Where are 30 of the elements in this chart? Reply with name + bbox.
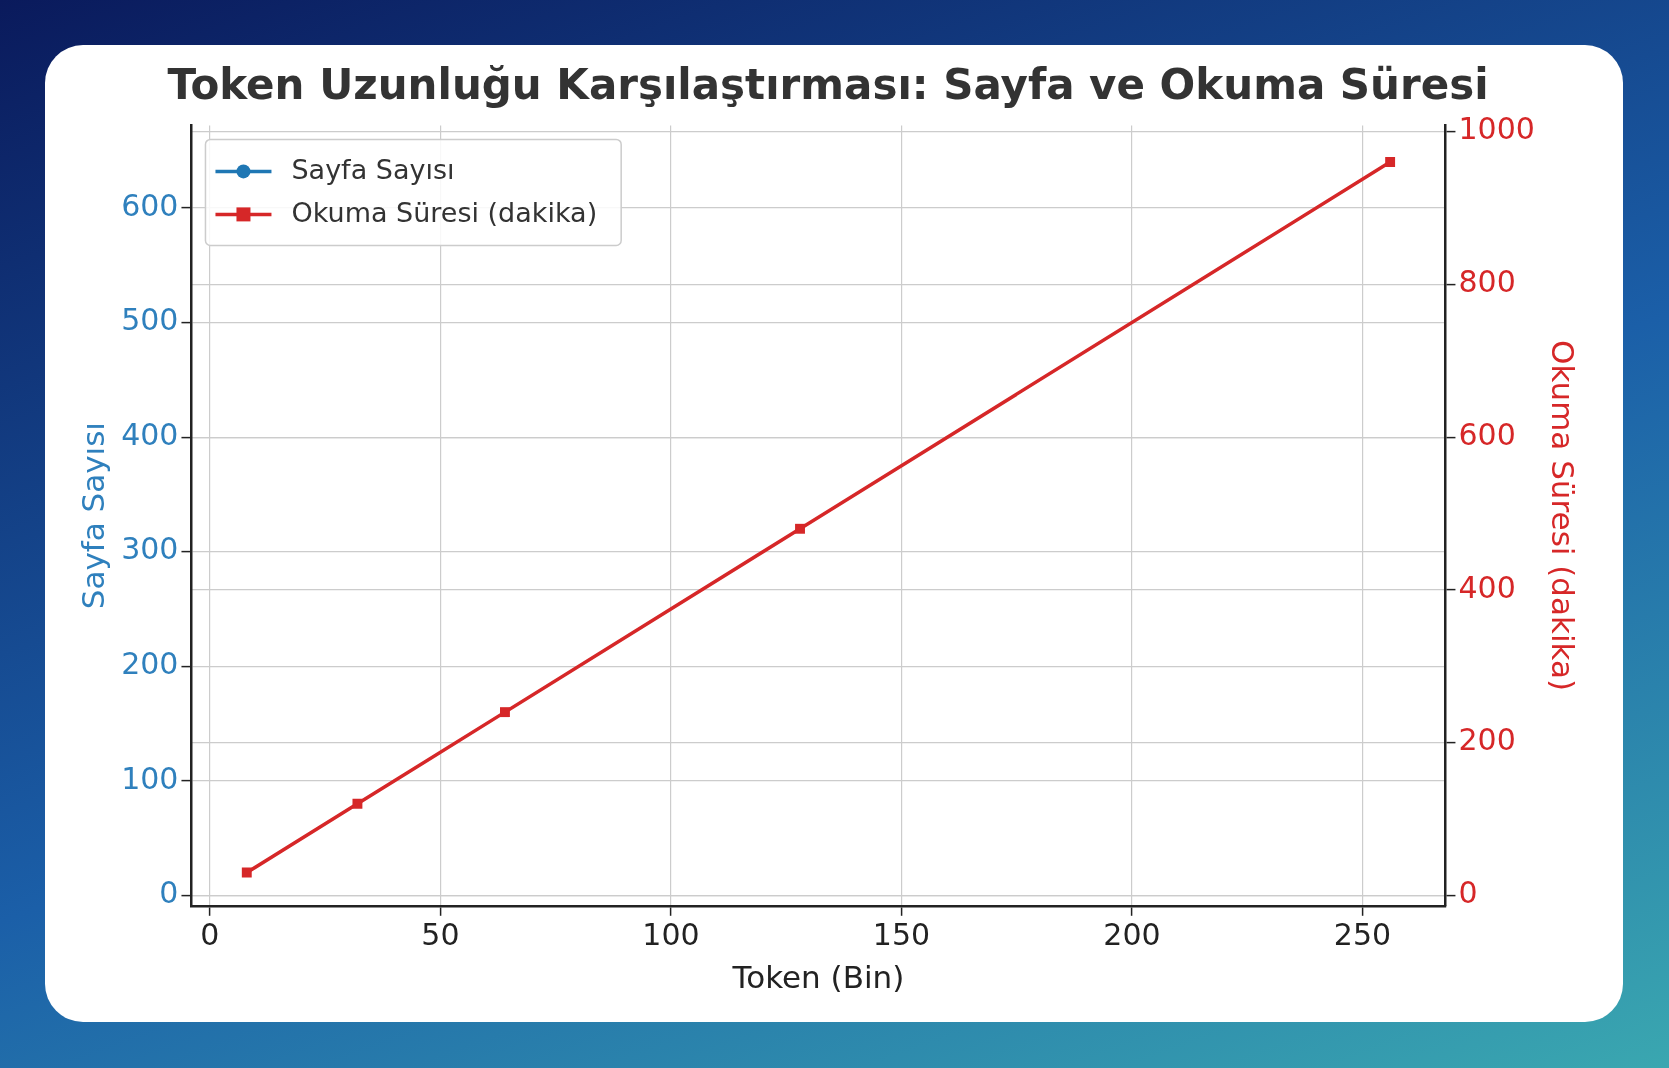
y2-tick-label: 800 (1458, 264, 1516, 300)
y2-tick-label: 400 (1458, 569, 1516, 605)
point (352, 798, 363, 809)
point (241, 867, 252, 878)
y-axis-title: Sayfa Sayısı (74, 422, 111, 610)
y-tick-label: 500 (121, 302, 179, 338)
x-tick-label: 150 (872, 916, 931, 952)
chart-title: Token Uzunluğu Karşılaştırması: Sayfa ve Okuma Süresi (167, 60, 1489, 110)
x-tick-label: 200 (1103, 916, 1161, 952)
legend-label: Sayfa Sayısı (291, 154, 455, 186)
point (1385, 157, 1396, 168)
x-tick-label: 50 (421, 916, 460, 952)
y-tick-label: 600 (121, 187, 179, 223)
legend-label: Okuma Süresi (dakika) (291, 197, 598, 229)
y2-tick-label: 200 (1458, 722, 1516, 758)
x-tick-label: 250 (1333, 916, 1392, 952)
y-tick-label: 300 (121, 531, 179, 567)
point (500, 707, 510, 718)
x-tick-label: 0 (200, 916, 220, 952)
y-tick-label: 400 (121, 416, 179, 452)
y-tick-label: 0 (159, 875, 179, 911)
y2-tick-label: 0 (1458, 875, 1478, 911)
y-tick-label: 100 (121, 760, 179, 796)
y2-tick-label: 600 (1458, 416, 1516, 452)
point (795, 523, 805, 534)
y2-tick-label: 1000 (1458, 111, 1535, 147)
x-tick-label: 100 (642, 916, 700, 952)
x-axis-title: Token (Bin) (731, 959, 905, 996)
y2-axis-title: Okuma Süresi (dakika) (1545, 340, 1582, 692)
y-tick-label: 200 (121, 646, 179, 682)
